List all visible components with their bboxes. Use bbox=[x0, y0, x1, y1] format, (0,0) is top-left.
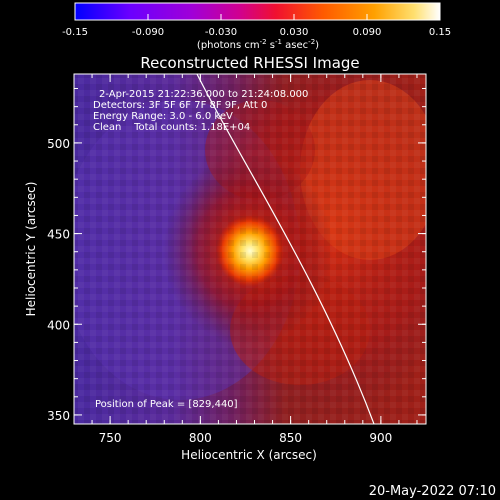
solar-image bbox=[74, 74, 426, 424]
colorbar-gradient bbox=[74, 2, 441, 21]
y-axis: 500 450 400 350 bbox=[47, 88, 426, 423]
y-tick-label: 500 bbox=[47, 137, 70, 151]
x-tick-label: 850 bbox=[279, 431, 302, 445]
colorbar: -0.15 -0.090 -0.030 0.030 0.090 0.15 (photons… bbox=[62, 2, 451, 51]
timestamp: 20-May-2022 07:10 bbox=[369, 484, 496, 499]
x-tick-label: 800 bbox=[189, 431, 212, 445]
solar-limb bbox=[196, 74, 375, 424]
plot-title: Reconstructed RHESSI Image bbox=[140, 54, 359, 72]
colorbar-tick-label: -0.030 bbox=[205, 27, 237, 38]
observation-info: 2-Apr-2015 21:22:36.000 to 21:24:08.000 … bbox=[93, 89, 308, 133]
colorbar-ticks: -0.15 -0.090 -0.030 0.030 0.090 0.15 bbox=[62, 14, 451, 38]
y-axis-label: Heliocentric Y (arcsec) bbox=[24, 182, 38, 317]
x-tick-label: 900 bbox=[369, 431, 392, 445]
y-tick-label: 400 bbox=[47, 318, 70, 332]
colorbar-tick-label: 0.030 bbox=[280, 27, 309, 38]
info-line-counts: Clean Total counts: 1.18E+04 bbox=[93, 122, 250, 133]
colorbar-units: (photons cm-2 s-1 asec-2) bbox=[197, 38, 319, 51]
info-line-detectors: Detectors: 3F 5F 6F 7F 8F 9F, Att 0 bbox=[93, 100, 267, 111]
y-tick-label: 450 bbox=[47, 228, 70, 242]
colorbar-tick-label: -0.15 bbox=[62, 27, 88, 38]
info-line-energy: Energy Range: 3.0 - 6.0 keV bbox=[93, 111, 233, 122]
x-axis-label: Heliocentric X (arcsec) bbox=[181, 448, 317, 462]
plot-frame bbox=[73, 73, 427, 425]
x-axis: 750 800 850 900 bbox=[91, 74, 418, 445]
colorbar-tick-label: 0.15 bbox=[429, 27, 451, 38]
colorbar-tick-label: -0.090 bbox=[132, 27, 164, 38]
colorbar-tick-label: 0.090 bbox=[353, 27, 382, 38]
info-line-time: 2-Apr-2015 21:22:36.000 to 21:24:08.000 bbox=[99, 89, 308, 100]
x-tick-label: 750 bbox=[99, 431, 122, 445]
y-tick-label: 350 bbox=[47, 409, 70, 423]
peak-position: Position of Peak = [829,440] bbox=[95, 399, 238, 410]
